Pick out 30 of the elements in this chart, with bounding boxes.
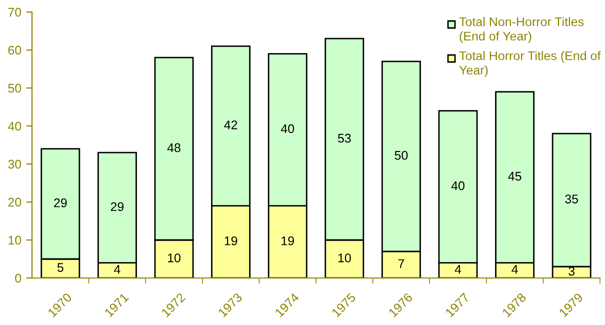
data-label: 10 <box>338 254 351 262</box>
y-tick-label: 60 <box>8 46 22 55</box>
data-label: 42 <box>224 120 238 130</box>
legend-label: Total Non-Horror Titles (End of Year) <box>459 17 584 44</box>
data-label: 7 <box>398 259 404 268</box>
data-label: 4 <box>454 265 462 274</box>
legend-label: Total Horror Titles (End of Year) <box>459 51 601 78</box>
data-label: 10 <box>168 254 180 262</box>
data-label: 40 <box>451 181 464 190</box>
data-label: 53 <box>338 134 351 143</box>
data-label: 50 <box>394 150 408 160</box>
data-label: 45 <box>508 172 522 181</box>
data-label: 4 <box>512 265 518 274</box>
y-tick-label: 70 <box>8 8 22 17</box>
data-label: 19 <box>282 236 294 246</box>
data-label: 29 <box>54 198 67 208</box>
data-label: 3 <box>568 266 575 276</box>
y-tick-label: 30 <box>8 160 22 169</box>
data-label: 48 <box>167 143 180 152</box>
data-label: 35 <box>565 194 578 204</box>
data-label: 40 <box>280 124 294 134</box>
y-tick-label: 10 <box>8 236 22 245</box>
data-label: 4 <box>114 265 120 274</box>
data-label: 29 <box>110 202 124 212</box>
y-tick-label: 20 <box>8 198 22 207</box>
data-label: 5 <box>57 263 64 272</box>
y-tick-label: 40 <box>8 122 22 131</box>
data-label: 19 <box>224 236 238 246</box>
y-tick-label: 0 <box>15 274 22 283</box>
y-tick-label: 50 <box>8 84 22 93</box>
